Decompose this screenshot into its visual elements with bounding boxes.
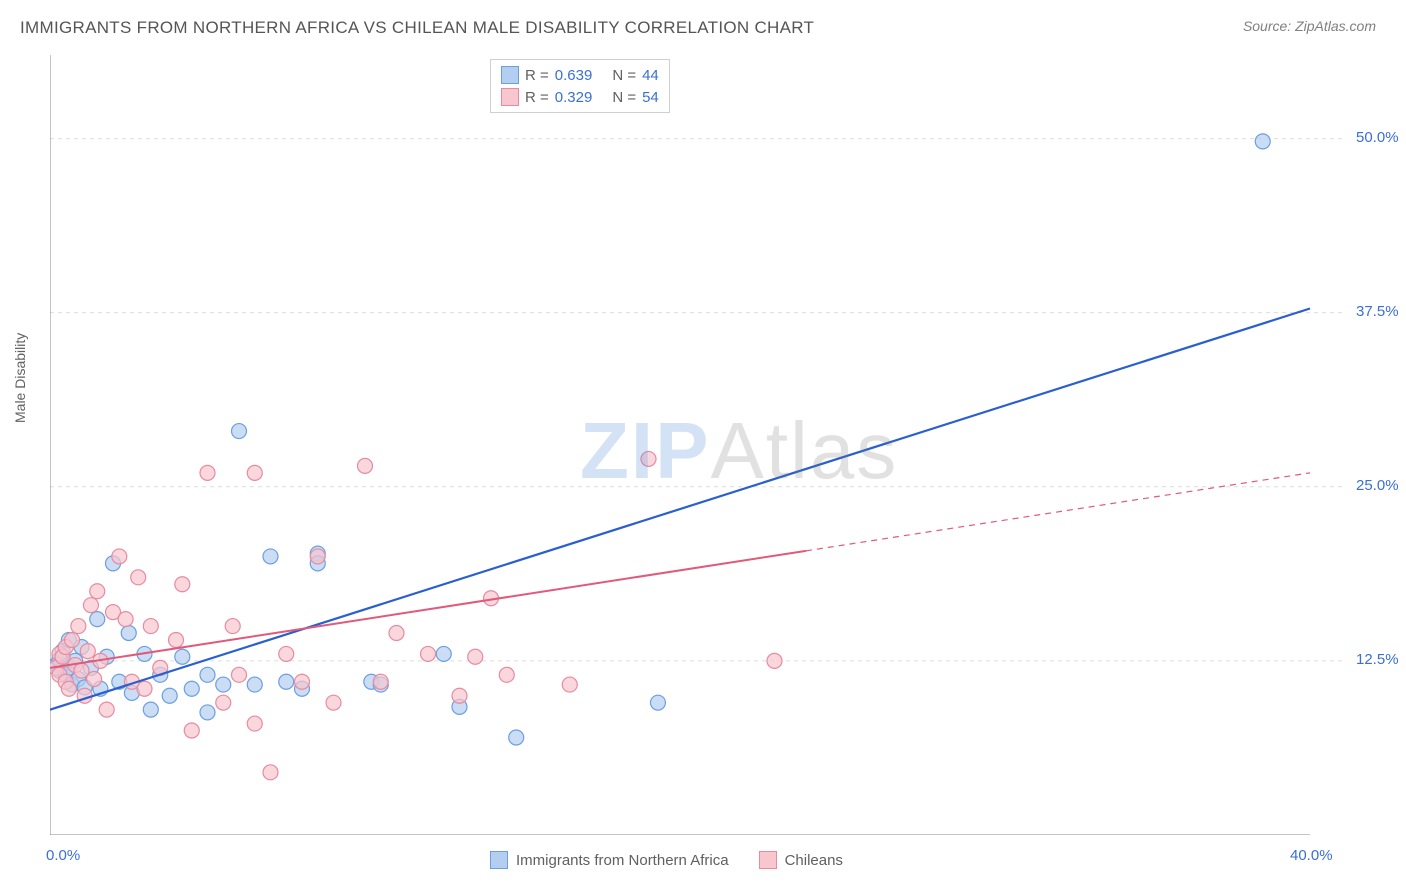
legend-r-label: R = bbox=[525, 67, 549, 84]
legend-n-label: N = bbox=[612, 67, 636, 84]
legend-swatch bbox=[490, 851, 508, 869]
legend-correlation-row: R = 0.639 N = 44 bbox=[501, 64, 659, 86]
legend-r-value: 0.639 bbox=[555, 67, 593, 84]
legend-r-value: 0.329 bbox=[555, 89, 593, 106]
legend-series-item: Immigrants from Northern Africa bbox=[490, 851, 729, 869]
header: IMMIGRANTS FROM NORTHERN AFRICA VS CHILE… bbox=[0, 0, 1406, 46]
x-tick-label: 0.0% bbox=[46, 847, 80, 864]
scatter-plot bbox=[50, 55, 1346, 835]
legend-n-label: N = bbox=[612, 89, 636, 106]
y-axis-label: Male Disability bbox=[12, 333, 28, 423]
legend-correlation-row: R = 0.329 N = 54 bbox=[501, 86, 659, 108]
y-tick-label: 12.5% bbox=[1356, 651, 1399, 668]
legend-series-item: Chileans bbox=[759, 851, 843, 869]
legend-series-label: Chileans bbox=[785, 852, 843, 869]
legend-swatch bbox=[759, 851, 777, 869]
x-tick-label: 40.0% bbox=[1290, 847, 1333, 864]
source-name: ZipAtlas.com bbox=[1295, 18, 1376, 34]
chart-area: Male Disability ZIPAtlas R =0.639N =44R … bbox=[50, 55, 1346, 835]
legend-series: Immigrants from Northern Africa Chileans bbox=[490, 851, 843, 869]
y-tick-label: 50.0% bbox=[1356, 129, 1399, 146]
legend-swatch bbox=[501, 88, 519, 106]
legend-r-label: R = bbox=[525, 89, 549, 106]
chart-title: IMMIGRANTS FROM NORTHERN AFRICA VS CHILE… bbox=[20, 18, 814, 38]
source-prefix: Source: bbox=[1243, 18, 1295, 34]
legend-correlation: R = 0.639 N = 44 R = 0.329 N = 54 bbox=[490, 59, 670, 113]
legend-series-label: Immigrants from Northern Africa bbox=[516, 852, 729, 869]
source-attribution: Source: ZipAtlas.com bbox=[1243, 18, 1376, 34]
legend-n-value: 44 bbox=[642, 67, 659, 84]
legend-n-value: 54 bbox=[642, 89, 659, 106]
legend-swatch bbox=[501, 66, 519, 84]
y-tick-label: 37.5% bbox=[1356, 303, 1399, 320]
y-tick-label: 25.0% bbox=[1356, 477, 1399, 494]
